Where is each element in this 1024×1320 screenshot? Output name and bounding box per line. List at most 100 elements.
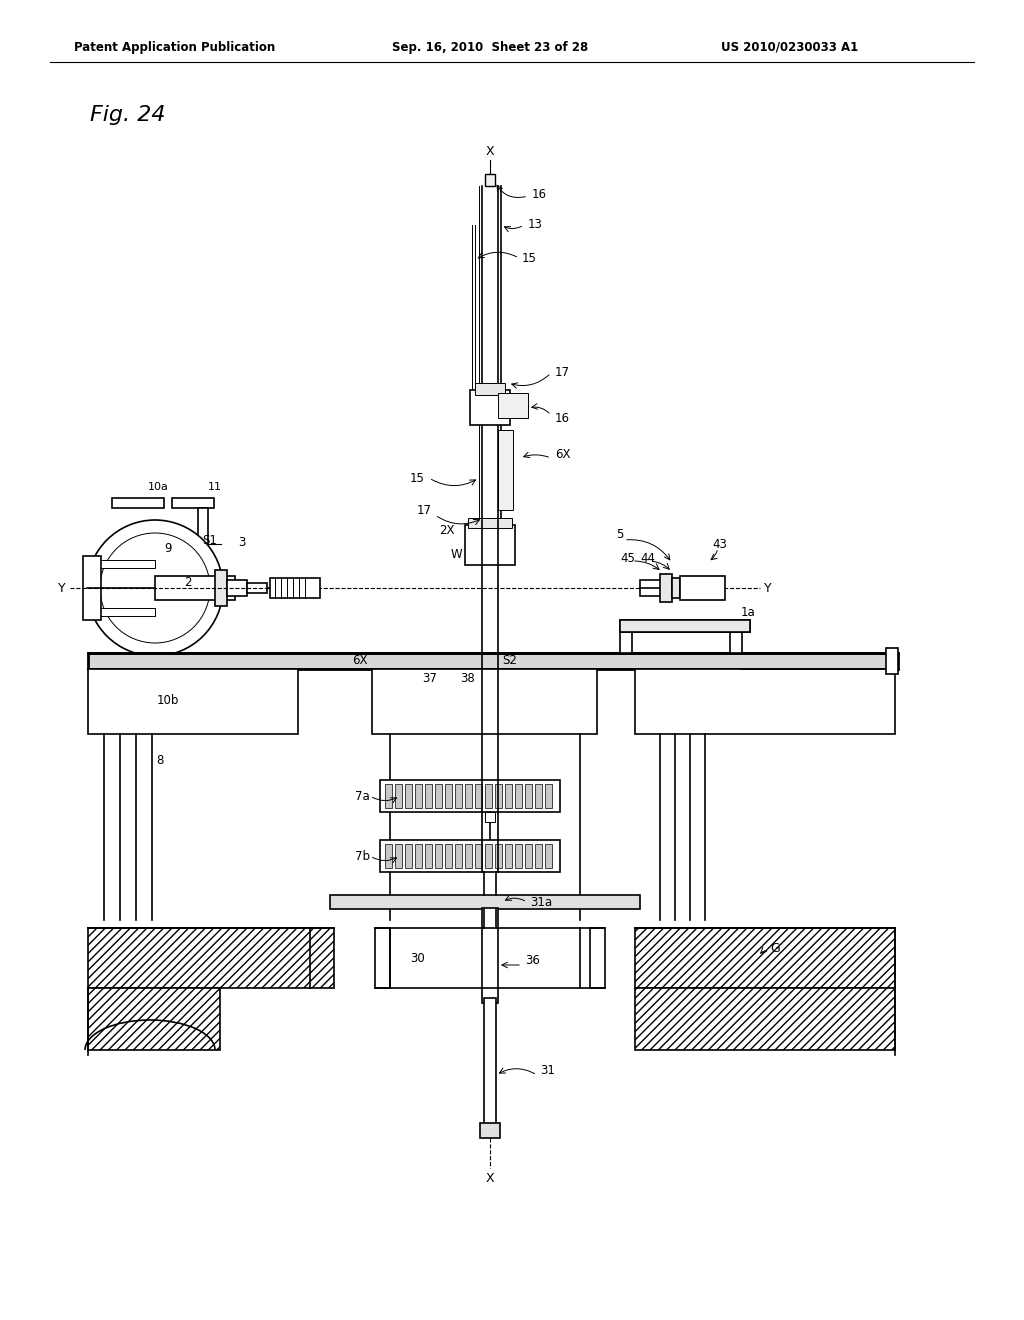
Bar bbox=[465, 843, 472, 869]
Bar bbox=[445, 784, 452, 808]
Bar bbox=[545, 784, 552, 808]
Bar bbox=[465, 784, 472, 808]
Text: X: X bbox=[485, 1172, 495, 1184]
Bar bbox=[498, 393, 528, 418]
Bar bbox=[270, 578, 319, 598]
Bar bbox=[635, 669, 895, 734]
Text: 3: 3 bbox=[239, 536, 246, 549]
Bar bbox=[525, 784, 532, 808]
Bar bbox=[482, 908, 498, 1003]
Text: 5: 5 bbox=[616, 528, 624, 541]
Bar bbox=[515, 784, 522, 808]
Bar bbox=[372, 669, 597, 734]
Text: 2: 2 bbox=[184, 577, 191, 590]
Bar bbox=[545, 843, 552, 869]
Text: 17: 17 bbox=[555, 367, 570, 380]
Text: 8: 8 bbox=[157, 754, 164, 767]
Bar bbox=[672, 578, 680, 598]
Text: 13: 13 bbox=[528, 219, 543, 231]
Text: 1a: 1a bbox=[740, 606, 756, 619]
Bar bbox=[330, 895, 640, 909]
Bar bbox=[485, 174, 495, 186]
Text: 10b: 10b bbox=[157, 694, 179, 708]
Text: 37: 37 bbox=[423, 672, 437, 685]
Text: 6X: 6X bbox=[555, 449, 570, 462]
Text: S1: S1 bbox=[203, 533, 217, 546]
Text: 2X: 2X bbox=[439, 524, 455, 536]
Text: 31a: 31a bbox=[530, 895, 552, 908]
Text: W: W bbox=[451, 549, 462, 561]
Bar bbox=[227, 579, 247, 597]
Bar bbox=[415, 843, 422, 869]
Bar bbox=[172, 498, 214, 508]
Text: 15: 15 bbox=[522, 252, 537, 264]
Circle shape bbox=[87, 520, 223, 656]
Bar bbox=[515, 843, 522, 869]
Bar bbox=[590, 928, 605, 987]
Bar bbox=[485, 812, 495, 822]
Bar bbox=[112, 498, 164, 508]
Bar bbox=[380, 840, 560, 873]
Bar bbox=[470, 389, 510, 425]
Text: 16: 16 bbox=[555, 412, 570, 425]
Bar bbox=[468, 517, 512, 528]
Bar bbox=[485, 843, 492, 869]
Bar bbox=[620, 632, 632, 653]
Bar bbox=[395, 784, 402, 808]
Text: 9: 9 bbox=[164, 541, 172, 554]
Bar bbox=[498, 430, 513, 510]
Bar bbox=[475, 784, 482, 808]
Bar bbox=[455, 784, 462, 808]
Text: 11: 11 bbox=[208, 482, 222, 492]
Bar bbox=[88, 669, 298, 734]
Bar bbox=[425, 843, 432, 869]
Bar bbox=[83, 556, 101, 620]
Bar bbox=[445, 843, 452, 869]
Bar bbox=[886, 648, 898, 675]
Polygon shape bbox=[88, 987, 220, 1049]
Text: 10a: 10a bbox=[147, 482, 168, 492]
Text: US 2010/0230033 A1: US 2010/0230033 A1 bbox=[721, 41, 859, 54]
Text: 44: 44 bbox=[640, 552, 655, 565]
Bar bbox=[535, 843, 542, 869]
Text: Patent Application Publication: Patent Application Publication bbox=[75, 41, 275, 54]
Text: S2: S2 bbox=[503, 655, 517, 668]
Bar bbox=[425, 784, 432, 808]
Bar bbox=[155, 576, 234, 601]
Text: 17: 17 bbox=[417, 503, 432, 516]
Bar bbox=[88, 653, 898, 669]
Text: 38: 38 bbox=[461, 672, 475, 685]
Bar bbox=[495, 843, 502, 869]
Text: Y: Y bbox=[764, 582, 772, 594]
Bar bbox=[385, 784, 392, 808]
Text: 36: 36 bbox=[525, 953, 540, 966]
Text: 15: 15 bbox=[411, 471, 425, 484]
Bar bbox=[480, 1123, 500, 1138]
Bar bbox=[406, 843, 412, 869]
Bar bbox=[435, 784, 442, 808]
Text: Y: Y bbox=[58, 582, 66, 594]
Bar bbox=[435, 843, 442, 869]
Bar bbox=[635, 928, 895, 987]
Text: 16: 16 bbox=[532, 189, 547, 202]
Text: X: X bbox=[485, 145, 495, 158]
Bar bbox=[620, 620, 750, 632]
Circle shape bbox=[100, 533, 210, 643]
Bar bbox=[620, 620, 750, 632]
Bar bbox=[730, 632, 742, 653]
Text: 45: 45 bbox=[621, 552, 636, 565]
Text: 31: 31 bbox=[540, 1064, 555, 1077]
Bar bbox=[505, 843, 512, 869]
Bar bbox=[484, 998, 496, 1129]
Bar bbox=[88, 928, 334, 987]
Text: Fig. 24: Fig. 24 bbox=[90, 106, 166, 125]
Bar bbox=[485, 784, 492, 808]
Bar bbox=[465, 525, 515, 565]
Bar bbox=[640, 579, 720, 597]
Bar bbox=[505, 784, 512, 808]
Bar bbox=[198, 508, 208, 564]
Bar bbox=[247, 583, 267, 593]
Text: 7b: 7b bbox=[355, 850, 370, 862]
Bar bbox=[475, 843, 482, 869]
Bar bbox=[680, 576, 725, 601]
